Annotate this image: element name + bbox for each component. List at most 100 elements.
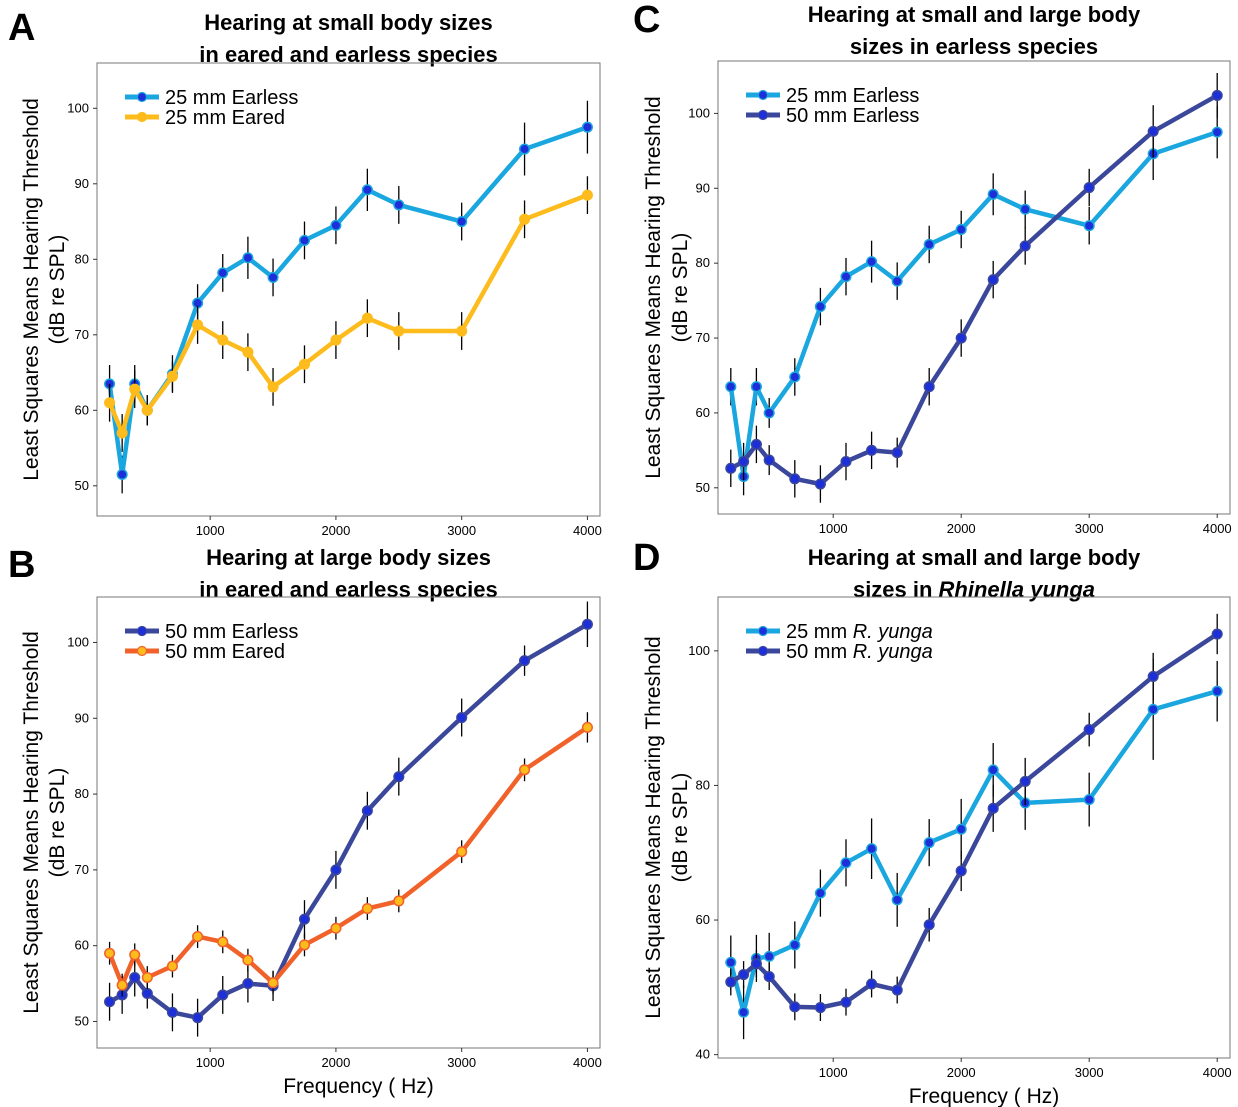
data-point — [987, 764, 999, 776]
data-point — [814, 301, 826, 313]
x-tick-label: 1000 — [196, 1055, 225, 1070]
x-tick-label: 1000 — [819, 1065, 848, 1080]
legend-entry: 50 mm Eared — [165, 641, 285, 663]
data-point — [104, 947, 116, 959]
chart-title-line: Hearing at small and large body — [808, 545, 1141, 570]
data-point — [1019, 203, 1031, 215]
data-point — [217, 334, 229, 346]
y-axis-label: Least Squares Means Hearing Threshold — [642, 96, 665, 479]
data-point — [1083, 220, 1095, 232]
data-point — [738, 1006, 750, 1018]
y-tick-label: 100 — [688, 643, 710, 658]
panel-c: C Hearing at small and large body sizes in… — [633, 0, 1232, 536]
data-point — [840, 271, 852, 283]
series-line — [728, 689, 1218, 1015]
panel-b: B Hearing at large body sizes in eared and… — [8, 544, 602, 1098]
x-tick-label: 2000 — [321, 523, 350, 538]
y-tick-label: 80 — [696, 777, 710, 792]
legend-marker — [757, 89, 769, 101]
data-point — [763, 950, 775, 962]
series-1 — [104, 176, 593, 452]
legend-entry: 50 mm Earless — [786, 105, 919, 127]
data-point — [923, 919, 935, 931]
data-point — [738, 456, 750, 468]
data-point — [456, 711, 468, 724]
series-line — [107, 193, 589, 436]
data-point — [750, 381, 762, 393]
x-axis-label: Frequency ( Hz) — [909, 1085, 1060, 1107]
legend-marker — [136, 625, 148, 637]
y-axis-label: Least Squares Means Hearing Threshold — [20, 631, 43, 1014]
data-point — [116, 427, 128, 439]
data-point — [1019, 240, 1031, 252]
data-point — [129, 949, 141, 961]
data-point — [763, 454, 775, 466]
data-point — [217, 936, 229, 948]
y-tick-label: 50 — [75, 478, 89, 493]
x-axis-label: Frequency ( Hz) — [283, 1075, 434, 1098]
plot-frame — [96, 62, 601, 517]
x-tick-label: 3000 — [447, 1055, 476, 1070]
x-tick-label: 2000 — [321, 1055, 350, 1070]
data-point — [987, 274, 999, 286]
data-point — [393, 325, 405, 337]
data-point — [330, 219, 342, 231]
data-point — [955, 865, 967, 877]
data-point — [393, 895, 405, 907]
data-point — [955, 332, 967, 344]
y-tick-label: 80 — [75, 251, 89, 266]
data-point — [725, 976, 737, 988]
data-point — [141, 987, 153, 999]
data-point — [581, 121, 593, 133]
data-point — [814, 1001, 826, 1014]
chart-panels: A Hearing at small body sizes in eared and… — [8, 0, 1232, 1107]
data-point — [923, 238, 935, 250]
data-point — [891, 275, 903, 287]
chart-title-line: sizes in Rhinella yunga — [853, 577, 1095, 602]
y-tick-label: 100 — [688, 105, 710, 120]
y-tick-label: 80 — [75, 786, 89, 801]
y-tick-label: 50 — [696, 480, 710, 495]
y-axis-label: Least Squares Means Hearing Threshold — [642, 636, 665, 1019]
data-point — [987, 188, 999, 200]
data-point — [1083, 724, 1095, 736]
data-point — [840, 996, 852, 1008]
legend-entry-italic: R. yunga — [853, 621, 933, 643]
legend-entry: 25 mm Earless — [165, 87, 298, 109]
data-point — [242, 978, 254, 990]
panel-letter: D — [633, 537, 660, 579]
panel-letter: C — [633, 0, 660, 41]
data-point — [1211, 685, 1223, 697]
data-point — [104, 996, 116, 1008]
x-tick-label: 4000 — [573, 523, 602, 538]
data-point — [166, 370, 178, 382]
legend-entry: 25 mm Earless — [786, 85, 919, 107]
chart-title-line: Hearing at small body sizes — [204, 10, 493, 35]
chart-title-line: in eared and earless species — [199, 577, 497, 602]
y-tick-label: 70 — [696, 330, 710, 345]
data-point — [298, 358, 311, 370]
data-point — [581, 189, 593, 201]
data-point — [955, 223, 967, 236]
x-tick-label: 2000 — [947, 1065, 976, 1080]
data-point — [725, 381, 737, 393]
data-point — [840, 857, 852, 869]
data-point — [519, 655, 531, 667]
series-1 — [725, 72, 1223, 503]
data-point — [456, 846, 468, 858]
series-1 — [725, 613, 1223, 1021]
data-point — [104, 397, 116, 409]
data-point — [725, 462, 737, 474]
data-point — [987, 802, 999, 814]
legend-marker — [757, 625, 769, 637]
y-tick-label: 90 — [696, 180, 710, 195]
data-point — [166, 960, 178, 972]
data-point — [1147, 670, 1159, 682]
data-point — [298, 234, 311, 246]
y-tick-label: 80 — [696, 255, 710, 270]
legend-entry: 25 mm R. yunga — [786, 621, 933, 643]
panel-letter: B — [8, 544, 35, 586]
x-tick-label: 1000 — [819, 521, 848, 536]
